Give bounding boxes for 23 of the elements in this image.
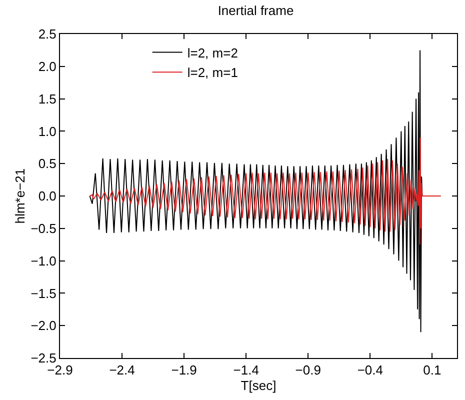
y-tick-label: 0.0 — [38, 188, 56, 204]
line-series — [89, 137, 442, 246]
line-series — [89, 50, 423, 333]
x-tick-label: −0.9 — [295, 362, 321, 378]
y-tick-label: 2.5 — [38, 26, 56, 42]
x-tick-label: −2.4 — [109, 362, 135, 378]
legend-label: l=2, m=2 — [187, 45, 238, 60]
x-tick-label: −1.4 — [233, 362, 259, 378]
x-axis-title: T[sec] — [240, 378, 276, 394]
y-tick-label: 2.0 — [38, 58, 56, 74]
x-tick-label: 0.1 — [423, 362, 442, 378]
y-tick-label: −2.0 — [30, 318, 56, 334]
x-tick-label: −0.4 — [357, 362, 383, 378]
y-tick-label: 1.0 — [38, 124, 56, 139]
legend-label: l=2, m=1 — [187, 65, 238, 80]
chart-title: Inertial frame — [218, 3, 294, 18]
y-tick-label: −0.5 — [30, 220, 56, 236]
x-tick-label: −1.9 — [171, 362, 197, 378]
y-tick-label: −1.5 — [30, 286, 56, 301]
y-tick-label: 0.5 — [38, 156, 56, 172]
y-tick-label: −1.0 — [30, 253, 56, 268]
y-axis-title: hlm*e−21 — [12, 168, 28, 224]
y-tick-label: 1.5 — [38, 91, 56, 106]
